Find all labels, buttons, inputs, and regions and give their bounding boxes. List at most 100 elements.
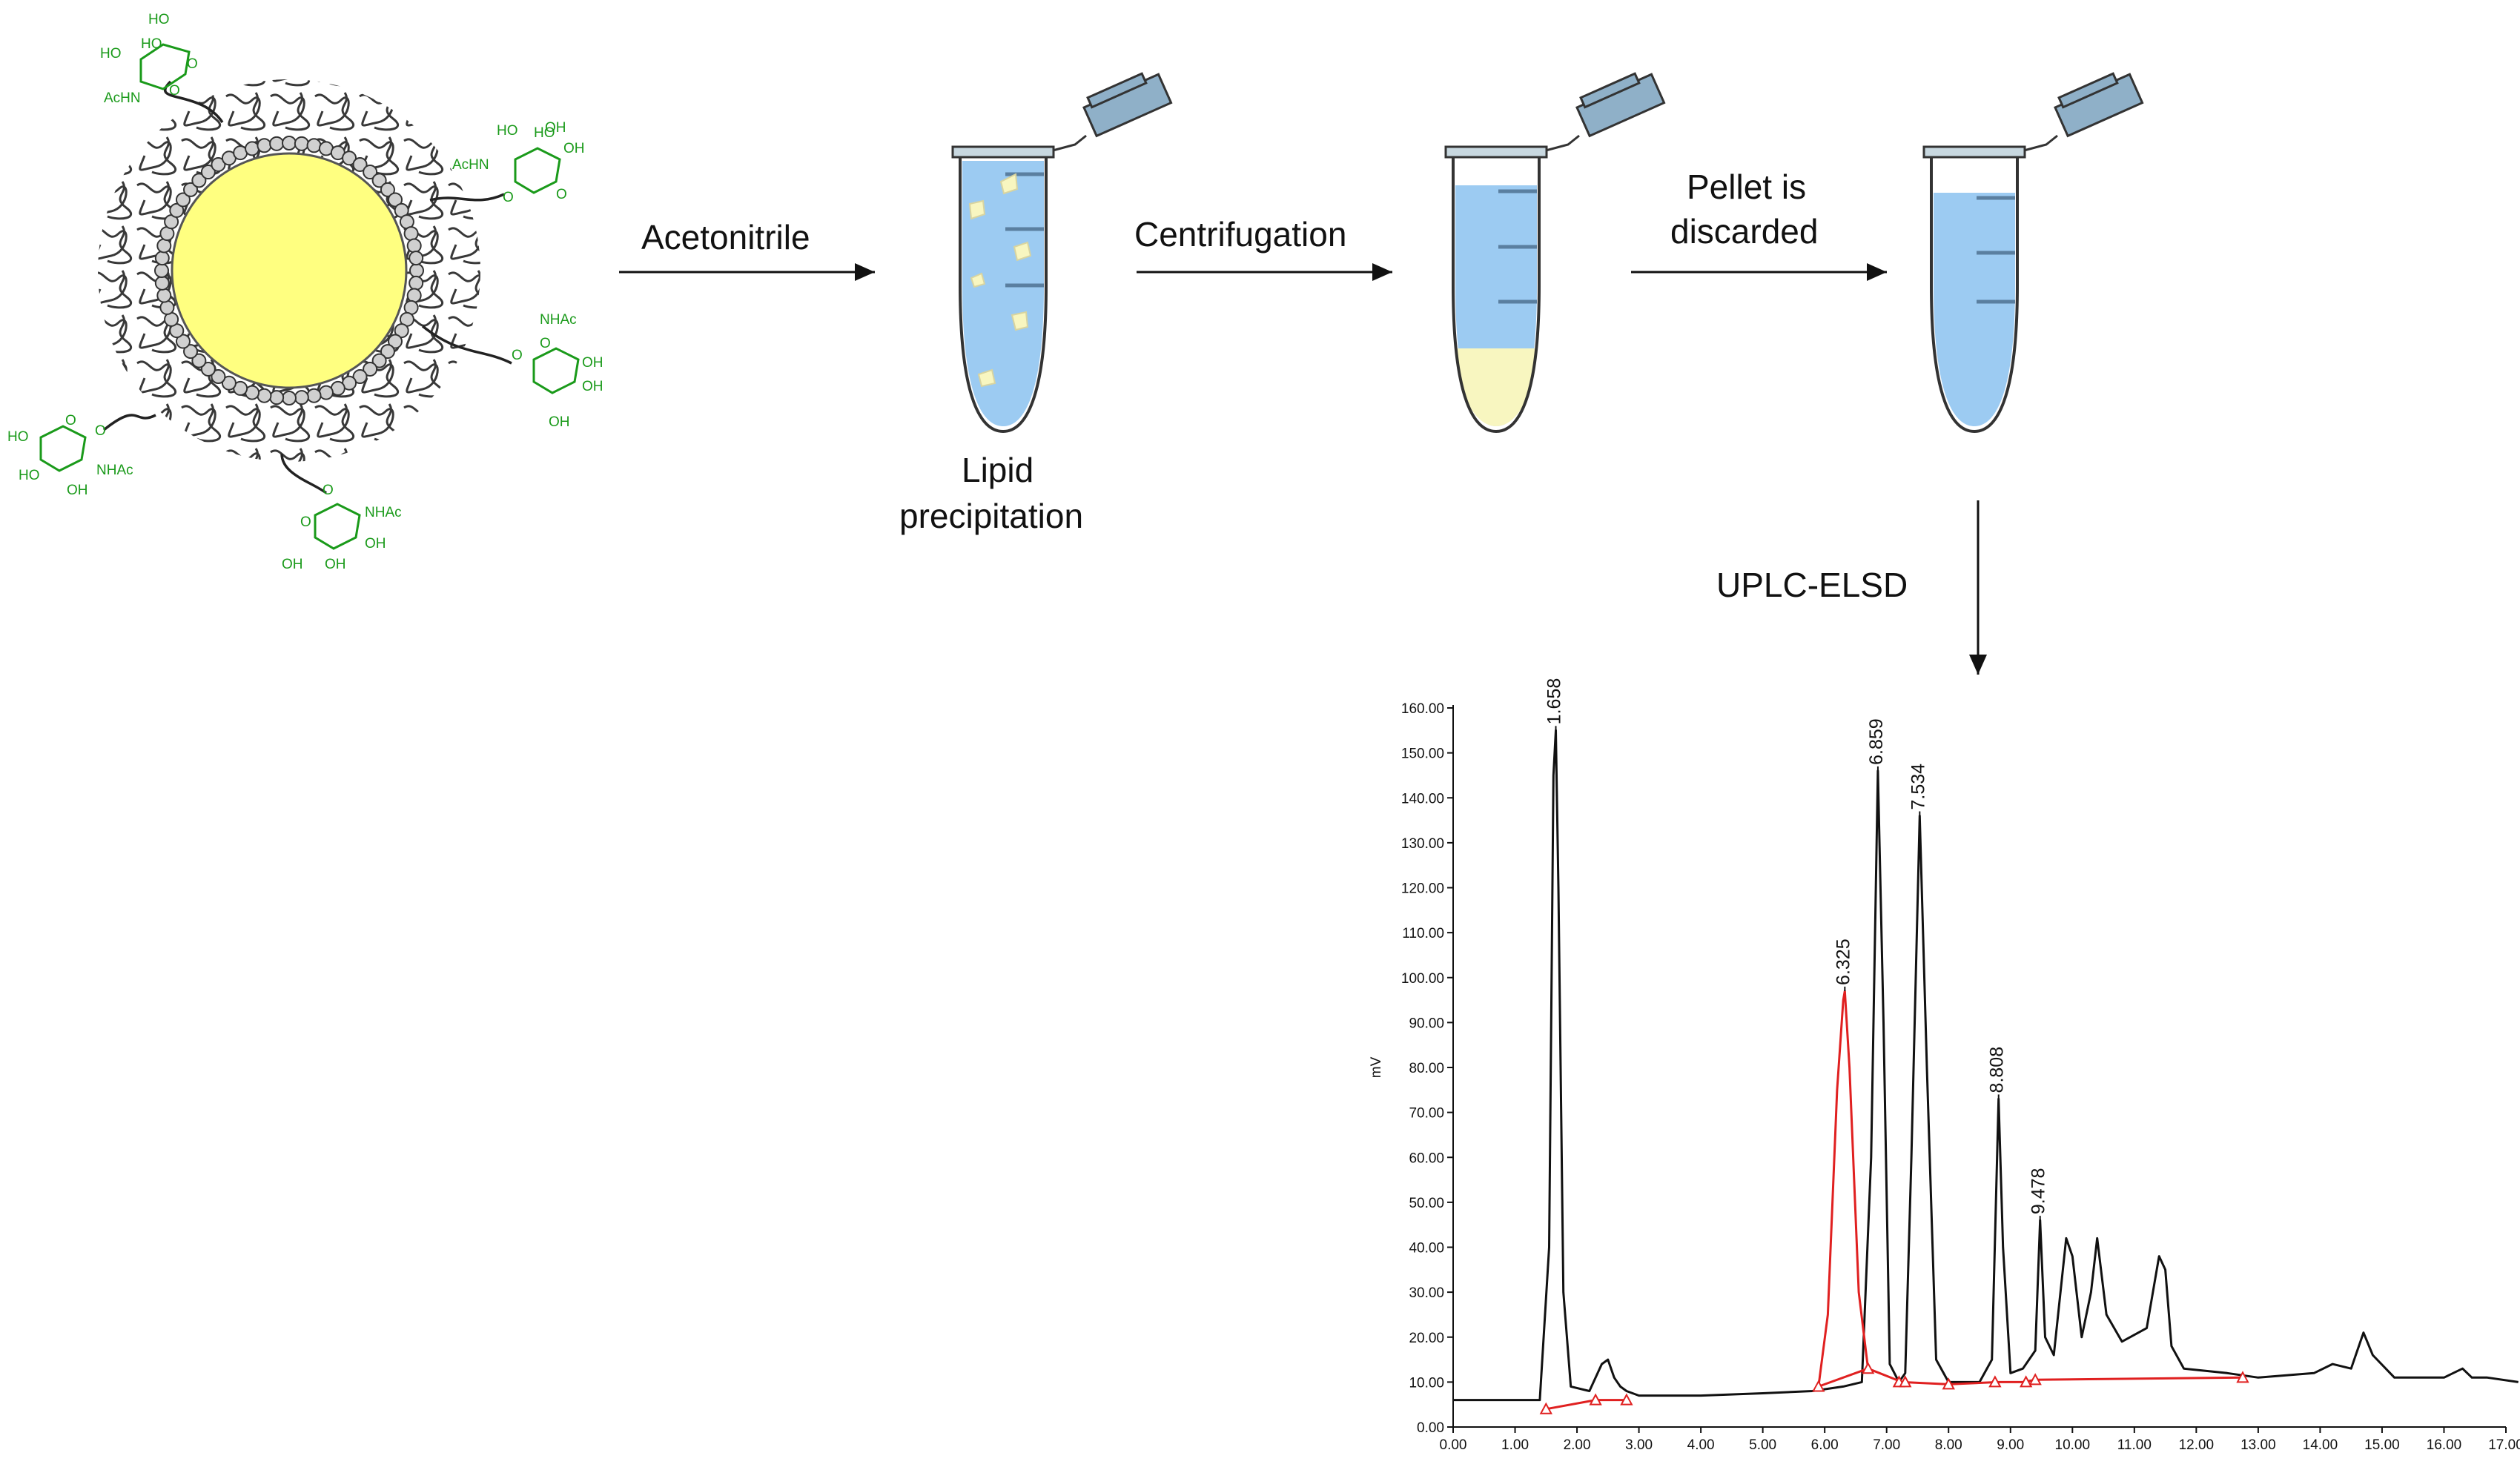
lipid-headgroup [257,138,272,153]
acetonitrile-label: Acetonitrile [641,218,810,256]
integration-marker [1942,1377,1955,1390]
y-tick-label: 90.00 [1409,1016,1444,1031]
glcnac-sugar-1: HO HO AcHN O O HO [100,12,198,106]
x-tick-label: 14.00 [2303,1437,2338,1453]
lipid-headgroup [306,138,322,153]
tube-rim [1922,145,2026,159]
lipid-headgroup [183,344,199,360]
svg-text:OH: OH [365,536,386,552]
lipid-headgroup [191,173,207,188]
uplc-elsd-label: UPLC-ELSD [1716,566,1908,604]
lipid-headgroup [200,361,216,377]
y-tick-label: 0.00 [1417,1420,1444,1436]
integration-marker [1988,1375,2002,1388]
lipid-headgroup [380,344,395,360]
svg-text:NHAc: NHAc [96,463,133,478]
tube-cap [2054,72,2144,138]
peg-tethers [102,80,512,494]
x-tick-label: 3.00 [1625,1437,1653,1453]
svg-text:HO: HO [141,36,162,52]
peak-label: 7.534 [1908,764,1928,810]
lipid-headgroup [294,136,309,151]
lipid-headgroup [403,226,419,242]
y-tick-label: 100.00 [1401,971,1444,987]
lipid-headgroup [269,390,285,405]
lipid-headgroup [257,388,272,403]
step-uplc: UPLC-ELSD [1716,500,1987,675]
y-tick-label: 110.00 [1402,926,1444,941]
lipid-headgroup [156,238,172,254]
lipid-headgroup [221,375,237,391]
svg-text:O: O [512,348,523,363]
y-tick-label: 120.00 [1401,881,1444,897]
integration-marker [1861,1362,1875,1374]
svg-text:O: O [503,190,514,205]
lipid-headgroup [191,353,207,368]
tube-supernatant [1922,72,2144,434]
lipid-headgroup [154,263,169,278]
x-tick-label: 1.00 [1501,1437,1529,1453]
x-tick-label: 5.00 [1749,1437,1776,1453]
tube-lipid-precipitation [951,72,1173,434]
svg-text:O: O [95,423,106,439]
svg-text:HO: HO [7,429,29,445]
lipid-headgroup [211,156,226,172]
glcnac-sugar-3: O O NHAc OH OH OH [512,312,603,430]
lipid-headgroup [169,202,185,218]
y-tick-label: 60.00 [1409,1150,1444,1166]
lipid-headgroup [175,192,191,208]
x-tick-label: 2.00 [1564,1437,1591,1453]
tube-cap [1575,72,1666,138]
trace-line-1 [1453,729,2519,1402]
step-acetonitrile: Acetonitrile [619,218,875,281]
tube-cap [1082,72,1173,138]
lipid-headgroup [409,263,424,278]
peak-label: 1.658 [1544,678,1564,725]
lipid-headgroup [371,353,387,368]
lipid-headgroup [388,334,403,349]
y-tick-label: 50.00 [1409,1196,1444,1211]
lipid-label-line2: precipitation [899,497,1083,535]
svg-text:AcHN: AcHN [452,157,489,173]
integration-marker [1539,1402,1552,1414]
svg-text:OH: OH [549,414,570,430]
glcnac-sugar-5: O O NHAc OH OH OH [282,483,402,572]
integration-marker [2019,1375,2033,1388]
pellet-layer [1455,348,1537,426]
x-tick-label: 11.00 [2117,1437,2152,1453]
lipid-headgroup [175,334,191,349]
svg-text:HO: HO [534,125,555,141]
trace-line-3 [1546,1399,1627,1411]
glcnac-sugar-4: HO HO OH NHAc O O [7,413,133,498]
svg-text:O: O [65,413,76,428]
svg-text:HO: HO [19,468,40,483]
integration-marker [1899,1375,1912,1388]
glcnac-sugar-2: HO HO OH OH AcHN O O [452,120,585,205]
svg-text:OH: OH [563,141,585,156]
lipid-headgroup [388,192,403,208]
integration-marker [1589,1393,1602,1406]
lipid-monolayer [154,136,424,405]
lipid-headgroup [352,156,368,172]
lipid-headgroup [294,390,309,405]
peak-label: 8.808 [1987,1047,2008,1093]
svg-text:O: O [323,483,334,498]
lipid-headgroup [409,275,424,291]
y-tick-label: 80.00 [1409,1061,1444,1076]
y-tick-label: 130.00 [1401,836,1444,852]
svg-text:O: O [540,336,551,351]
tube-rim [951,145,1055,159]
lipid-headgroup [156,288,172,303]
lipid-headgroup [183,182,199,197]
svg-text:O: O [169,83,180,99]
lipid-core [171,152,408,389]
x-tick-label: 10.00 [2055,1437,2091,1453]
lipid-headgroup [406,238,422,254]
y-tick-label: 150.00 [1401,746,1444,762]
svg-text:O: O [556,187,567,202]
x-tick-label: 15.00 [2364,1437,2400,1453]
lipid-headgroup [282,391,297,405]
tube-graduations [1005,172,1044,288]
peak-label: 9.478 [2028,1168,2049,1215]
pellet-label-line2: discarded [1670,212,1818,251]
